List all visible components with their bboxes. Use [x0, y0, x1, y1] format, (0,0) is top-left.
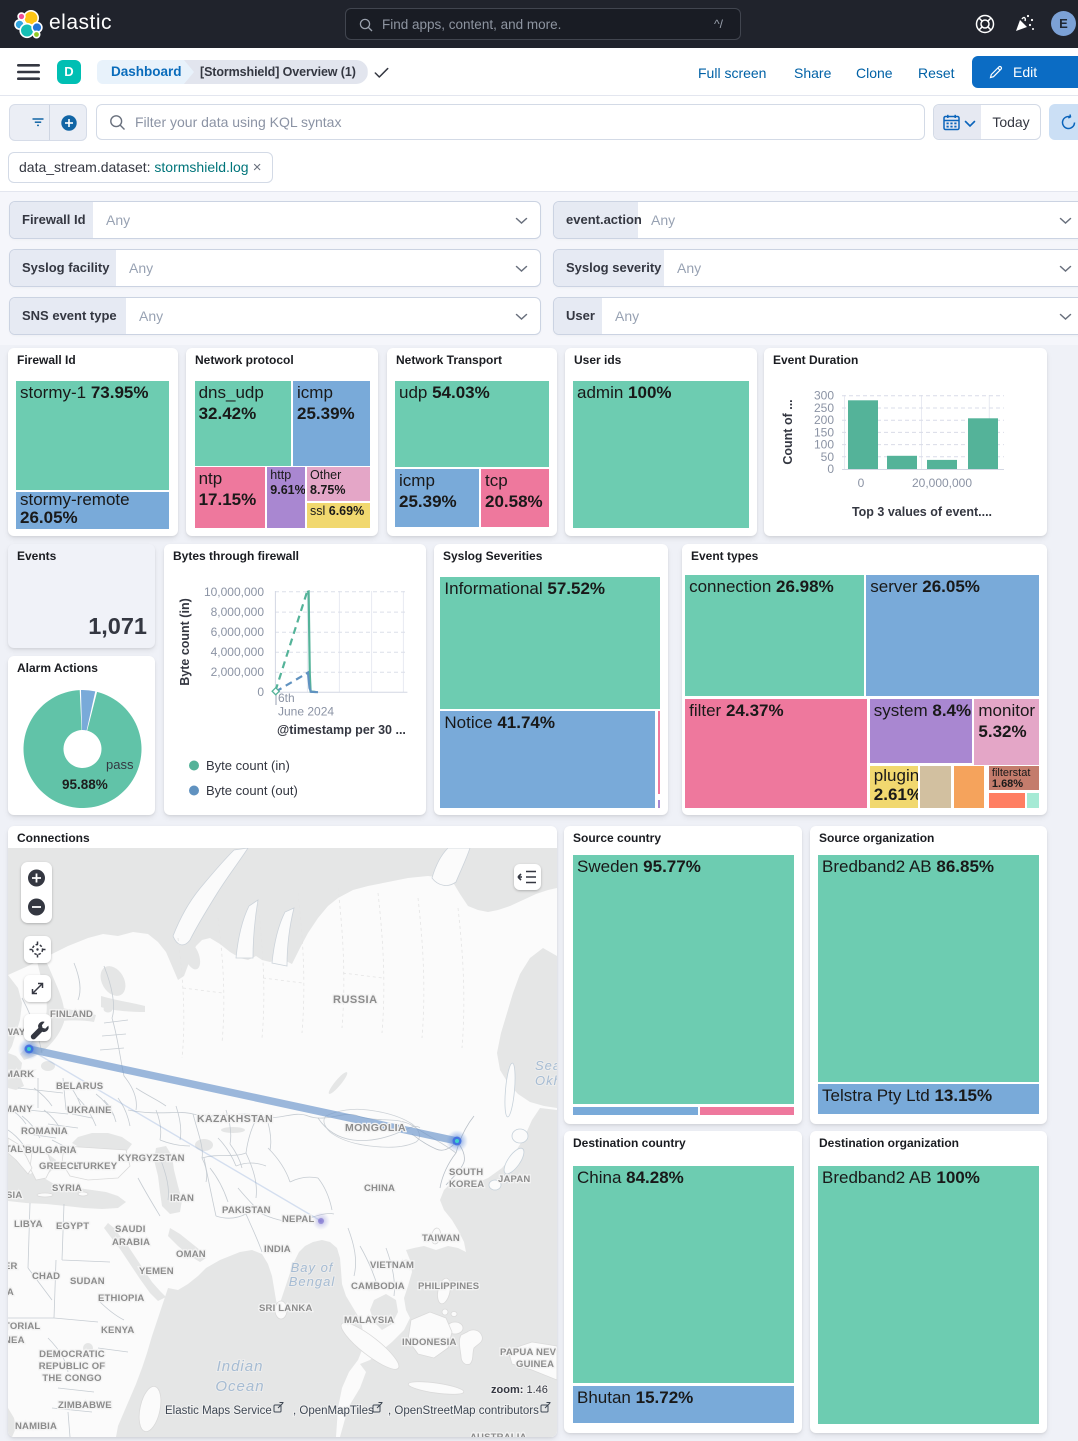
- svg-text:Indian: Indian: [217, 1358, 264, 1375]
- svg-text:RUSSIA: RUSSIA: [333, 994, 378, 1006]
- svg-text:KENYA: KENYA: [101, 1325, 134, 1336]
- svg-text:6,000,000: 6,000,000: [211, 625, 265, 639]
- svg-text:MARK: MARK: [8, 1069, 34, 1080]
- svg-text:8,000,000: 8,000,000: [211, 605, 265, 619]
- svg-text:Ocean: Ocean: [215, 1378, 264, 1395]
- svg-text:UKRAINE: UKRAINE: [67, 1105, 112, 1116]
- svg-text:THE CONGO: THE CONGO: [42, 1373, 101, 1384]
- svg-text:Byte count (in): Byte count (in): [206, 758, 290, 773]
- svg-text:Elastic Maps Service: Elastic Maps Service: [165, 1405, 272, 1417]
- svg-text:DEMOCRATIC: DEMOCRATIC: [39, 1349, 105, 1360]
- svg-text:SAUDI: SAUDI: [115, 1224, 146, 1235]
- svg-text:250: 250: [814, 401, 834, 415]
- svg-text:20,000,000: 20,000,000: [912, 476, 972, 490]
- svg-text:CHINA: CHINA: [364, 1183, 395, 1194]
- svg-text:LIBYA: LIBYA: [14, 1219, 43, 1230]
- svg-text:0: 0: [827, 462, 834, 476]
- svg-text:YEMEN: YEMEN: [139, 1266, 174, 1277]
- svg-text:JAPAN: JAPAN: [498, 1174, 531, 1185]
- svg-text:INDIA: INDIA: [264, 1244, 291, 1255]
- svg-text:Bengal: Bengal: [289, 1274, 336, 1289]
- svg-text:@timestamp per 30 ...: @timestamp per 30 ...: [277, 723, 406, 737]
- svg-text:ETHIOPIA: ETHIOPIA: [98, 1293, 144, 1304]
- svg-text:GREECE: GREECE: [39, 1161, 80, 1172]
- svg-text:ER: ER: [8, 1261, 18, 1272]
- svg-text:Byte count (out): Byte count (out): [206, 783, 298, 798]
- svg-text:AUSTRALIA: AUSTRALIA: [470, 1432, 527, 1437]
- svg-text:Bay of: Bay of: [291, 1260, 334, 1275]
- svg-text:FINLAND: FINLAND: [50, 1009, 93, 1020]
- svg-text:4,000,000: 4,000,000: [211, 645, 265, 659]
- svg-text:100: 100: [814, 438, 834, 452]
- svg-text:150: 150: [814, 425, 834, 439]
- svg-text:PAPUA NEV: PAPUA NEV: [500, 1347, 557, 1358]
- svg-text:MONGOLIA: MONGOLIA: [345, 1122, 406, 1134]
- svg-text:EGYPT: EGYPT: [56, 1221, 89, 1232]
- svg-text:PHILIPPINES: PHILIPPINES: [418, 1281, 479, 1292]
- svg-text:NEA: NEA: [8, 1335, 25, 1346]
- svg-text:KOREA: KOREA: [449, 1179, 484, 1190]
- svg-text:KYRGYZSTAN: KYRGYZSTAN: [118, 1153, 185, 1164]
- svg-text:zoom: 1.46: zoom: 1.46: [491, 1384, 548, 1396]
- svg-text:0: 0: [257, 685, 264, 699]
- svg-text:VIETNAM: VIETNAM: [370, 1260, 414, 1271]
- svg-text:GUINEA: GUINEA: [516, 1359, 554, 1370]
- svg-text:Sea: Sea: [535, 1058, 557, 1073]
- svg-text:CAMBODIA: CAMBODIA: [351, 1281, 405, 1292]
- svg-text:300: 300: [814, 389, 834, 403]
- svg-text:KAZAKHSTAN: KAZAKHSTAN: [197, 1113, 273, 1125]
- svg-text:CHAD: CHAD: [32, 1271, 60, 1282]
- svg-text:Okho: Okho: [535, 1073, 557, 1088]
- svg-text:PAKISTAN: PAKISTAN: [222, 1205, 271, 1216]
- svg-text:SOUTH: SOUTH: [449, 1167, 483, 1178]
- svg-text:pass: pass: [106, 757, 134, 772]
- svg-text:WAY: WAY: [8, 1027, 26, 1038]
- svg-text:ZIMBABWE: ZIMBABWE: [58, 1400, 112, 1411]
- svg-text:6th: 6th: [278, 691, 295, 705]
- svg-text:SUDAN: SUDAN: [70, 1276, 105, 1287]
- svg-text:INDONESIA: INDONESIA: [402, 1337, 457, 1348]
- svg-text:TORIAL: TORIAL: [8, 1321, 40, 1332]
- svg-text:MANY: MANY: [8, 1104, 33, 1115]
- svg-text:SYRIA: SYRIA: [52, 1183, 82, 1194]
- svg-text:June 2024: June 2024: [278, 705, 334, 719]
- svg-text:95.88%: 95.88%: [62, 777, 108, 792]
- svg-text:0: 0: [858, 476, 865, 490]
- svg-text:TAIWAN: TAIWAN: [422, 1233, 460, 1244]
- svg-text:NAMIBIA: NAMIBIA: [15, 1421, 57, 1432]
- svg-text:REPUBLIC OF: REPUBLIC OF: [39, 1361, 106, 1372]
- svg-text:IRAN: IRAN: [170, 1193, 194, 1204]
- svg-text:NEPAL: NEPAL: [282, 1214, 315, 1225]
- svg-text:Top 3 values of event....: Top 3 values of event....: [852, 505, 992, 519]
- svg-text:Byte count (in): Byte count (in): [178, 598, 192, 686]
- svg-text:MALAYSIA: MALAYSIA: [344, 1315, 394, 1326]
- svg-text:SIA: SIA: [8, 1190, 22, 1201]
- svg-text:10,000,000: 10,000,000: [204, 585, 264, 599]
- svg-text:SRI LANKA: SRI LANKA: [259, 1303, 313, 1314]
- svg-text:, OpenMapTiles: , OpenMapTiles: [293, 1405, 374, 1417]
- svg-text:ITALY: ITALY: [8, 1144, 29, 1155]
- svg-text:ROMANIA: ROMANIA: [21, 1126, 68, 1137]
- svg-text:BELARUS: BELARUS: [56, 1081, 103, 1092]
- svg-text:Count of ...: Count of ...: [781, 399, 795, 464]
- svg-text:TURKEY: TURKEY: [77, 1161, 118, 1172]
- svg-text:200: 200: [814, 413, 834, 427]
- svg-text:OMAN: OMAN: [176, 1249, 206, 1260]
- svg-text:BULGARIA: BULGARIA: [25, 1145, 77, 1156]
- svg-text:IA: IA: [8, 1287, 14, 1298]
- svg-text:50: 50: [821, 450, 835, 464]
- svg-text:, OpenStreetMap contributors: , OpenStreetMap contributors: [388, 1405, 539, 1417]
- svg-text:ARABIA: ARABIA: [112, 1237, 150, 1248]
- svg-text:2,000,000: 2,000,000: [211, 665, 265, 679]
